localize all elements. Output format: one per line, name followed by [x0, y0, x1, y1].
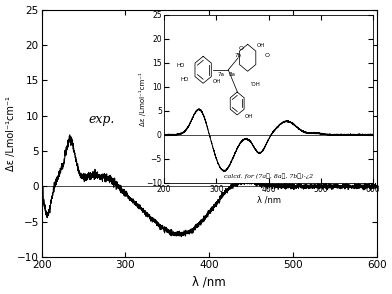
Y-axis label: Δε /Lmol⁻¹cm⁻¹: Δε /Lmol⁻¹cm⁻¹ — [5, 96, 16, 171]
Text: exp.: exp. — [89, 113, 115, 126]
X-axis label: λ /nm: λ /nm — [192, 275, 226, 288]
